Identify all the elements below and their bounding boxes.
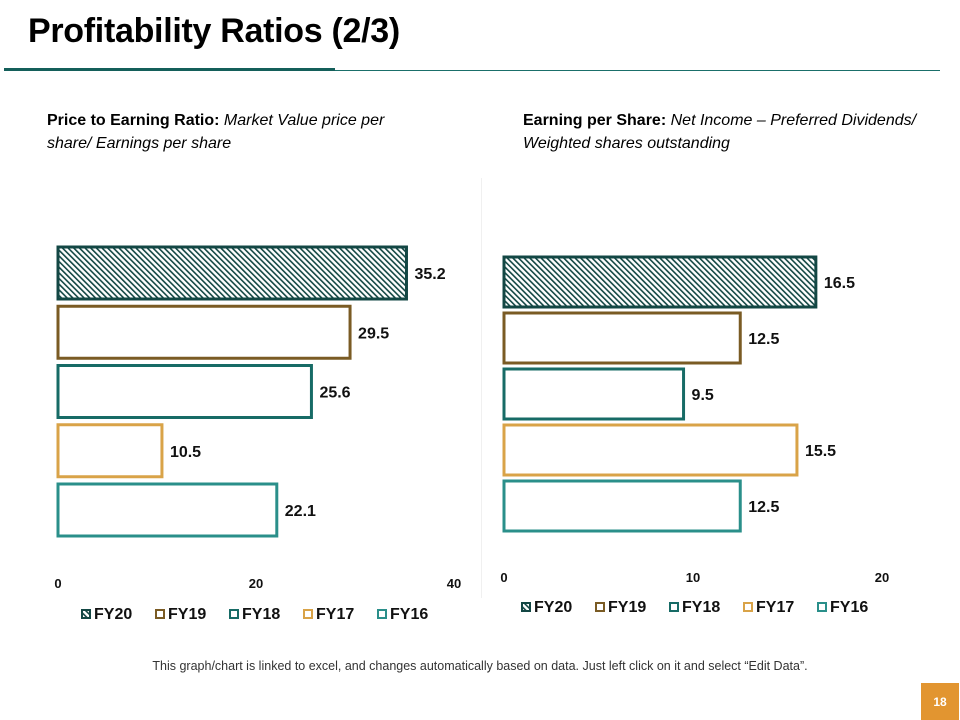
pe-ratio-chart[interactable]: 35.2 29.5 25.6 10.5 22.1 0 20 40 FY20 FY19 FY18 FY1… xyxy=(0,0,480,640)
eps-legend-swatch-fy17 xyxy=(743,602,753,612)
pe-legend-label-fy18: FY18 xyxy=(242,606,280,623)
eps-legend-swatch-fy19 xyxy=(595,602,605,612)
eps-bar-fy17[interactable] xyxy=(502,423,799,477)
eps-legend-label-fy20: FY20 xyxy=(534,599,572,616)
pe-value-label-fy16: 22.1 xyxy=(285,503,316,520)
eps-heading-label: Earning per Share: xyxy=(523,112,667,129)
pe-legend-swatch-fy16 xyxy=(377,609,387,619)
pe-tick-label: 40 xyxy=(447,576,461,591)
eps-bar-fy19[interactable] xyxy=(502,311,742,365)
pe-legend-label-fy19: FY19 xyxy=(168,606,206,623)
eps-value-label-fy18: 9.5 xyxy=(692,387,714,404)
eps-legend-swatch-fy18 xyxy=(669,602,679,612)
pe-legend-label-fy17: FY17 xyxy=(316,606,354,623)
eps-bar-fy18[interactable] xyxy=(502,367,686,421)
eps-value-label-fy19: 12.5 xyxy=(748,331,779,348)
eps-legend-label-fy19: FY19 xyxy=(608,599,646,616)
pe-legend-swatch-fy19 xyxy=(155,609,165,619)
eps-value-label-fy20: 16.5 xyxy=(824,275,855,292)
footnote: This graph/chart is linked to excel, and… xyxy=(152,659,808,673)
eps-tick-label: 10 xyxy=(686,570,700,585)
eps-tick-label: 0 xyxy=(500,570,507,585)
pe-tick-label: 0 xyxy=(54,576,61,591)
pe-ratio-heading: Price to Earning Ratio: Market Value pri… xyxy=(47,109,427,155)
eps-legend-label-fy17: FY17 xyxy=(756,599,794,616)
pe-value-label-fy19: 29.5 xyxy=(358,325,389,342)
eps-bar-fy20[interactable] xyxy=(502,255,818,309)
eps-chart[interactable]: 16.5 12.5 9.5 15.5 12.5 0 10 20 FY20 FY19 FY18 FY17… xyxy=(480,0,960,640)
eps-value-label-fy16: 12.5 xyxy=(748,499,779,516)
pe-legend-swatch-fy18 xyxy=(229,609,239,619)
eps-legend-swatch-fy16 xyxy=(817,602,827,612)
eps-heading: Earning per Share: Net Income – Preferre… xyxy=(523,109,923,155)
eps-legend-swatch-fy20 xyxy=(521,602,531,612)
eps-bar-fy16[interactable] xyxy=(502,479,742,533)
title-underline-accent xyxy=(4,68,335,71)
eps-tick-label: 20 xyxy=(875,570,889,585)
pe-ratio-heading-formula: Market Value price per share/ Earnings p… xyxy=(47,112,385,152)
eps-legend-label-fy16: FY16 xyxy=(830,599,868,616)
pe-bar-fy18[interactable] xyxy=(56,364,313,419)
eps-value-label-fy17: 15.5 xyxy=(805,443,836,460)
slide-title: Profitability Ratios (2/3) xyxy=(28,12,400,50)
pe-legend-label-fy16: FY16 xyxy=(390,606,428,623)
panel-divider xyxy=(481,178,482,598)
pe-value-label-fy18: 25.6 xyxy=(319,385,350,402)
pe-ratio-heading-label: Price to Earning Ratio: xyxy=(47,112,220,129)
pe-value-label-fy17: 10.5 xyxy=(170,444,201,461)
pe-bar-fy19[interactable] xyxy=(56,304,352,360)
pe-bar-fy17[interactable] xyxy=(56,423,164,479)
pe-legend-swatch-fy20 xyxy=(81,609,91,619)
pe-tick-label: 20 xyxy=(249,576,263,591)
pe-legend-swatch-fy17 xyxy=(303,609,313,619)
pe-value-label-fy20: 35.2 xyxy=(414,266,445,283)
pe-bar-fy16[interactable] xyxy=(56,482,279,538)
page-number-badge: 18 xyxy=(921,683,959,720)
eps-legend-label-fy18: FY18 xyxy=(682,599,720,616)
pe-legend-label-fy20: FY20 xyxy=(94,606,132,623)
eps-heading-formula: Net Income – Preferred Dividends/ Weight… xyxy=(523,112,917,152)
title-underline xyxy=(4,70,940,71)
pe-bar-fy20[interactable] xyxy=(56,245,408,301)
